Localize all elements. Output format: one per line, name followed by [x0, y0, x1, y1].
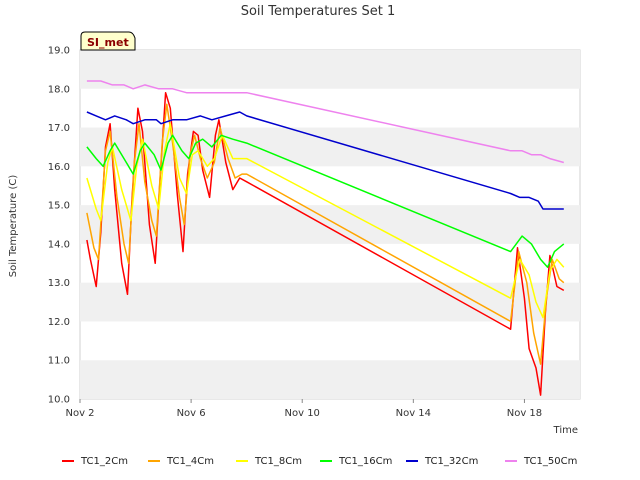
legend-label: TC1_2Cm	[80, 456, 128, 467]
grid-band	[80, 127, 580, 167]
series-line-tc1-50cm	[86, 80, 565, 164]
grid-band	[80, 205, 580, 244]
series-line-tc1-8cm	[86, 122, 565, 319]
y-axis-title: Soil Temperature (C)	[8, 175, 19, 278]
x-tick-label: Nov 14	[396, 408, 431, 419]
legend-label: TC1_50Cm	[523, 456, 577, 467]
legend-item: TC1_50Cm	[505, 456, 577, 467]
y-tick-label: 10.0	[48, 395, 70, 406]
x-axis-title: Time	[553, 425, 578, 436]
legend-label: TC1_4Cm	[166, 456, 214, 467]
y-axis-ticks: 10.0 11.0 12.0 13.0 14.0 15.0 16.0 17.0 18.0 19.0	[48, 46, 70, 406]
legend-item: TC1_8Cm	[236, 456, 302, 467]
grid-band	[80, 360, 580, 399]
chart-title: Soil Temperatures Set 1	[241, 4, 396, 19]
y-tick-label: 19.0	[48, 46, 70, 57]
legend-label: TC1_16Cm	[338, 456, 392, 467]
x-tick-label: Nov 2	[65, 408, 94, 419]
x-tick-label: Nov 6	[177, 408, 206, 419]
legend-item: TC1_4Cm	[148, 456, 214, 467]
legend-item: TC1_2Cm	[62, 456, 128, 467]
x-axis-ticks: Nov 2 Nov 6 Nov 10 Nov 14 Nov 18	[65, 399, 542, 419]
y-tick-label: 16.0	[48, 162, 70, 173]
site-badge-label: SI_met	[87, 36, 129, 49]
y-tick-label: 15.0	[48, 201, 70, 212]
y-tick-label: 12.0	[48, 317, 70, 328]
legend-label: TC1_8Cm	[254, 456, 302, 467]
series-line-tc1-32cm	[86, 111, 564, 210]
x-tick-label: Nov 10	[285, 408, 320, 419]
series-line-tc1-16cm	[86, 134, 565, 268]
y-tick-label: 13.0	[48, 278, 70, 289]
legend: TC1_2Cm TC1_4Cm TC1_8Cm TC1_16Cm TC1_32Cm TC1…	[62, 456, 577, 467]
legend-item: TC1_32Cm	[406, 456, 478, 467]
y-tick-label: 18.0	[48, 84, 70, 95]
legend-item: TC1_16Cm	[320, 456, 392, 467]
series-lines	[86, 80, 565, 396]
y-tick-label: 17.0	[48, 123, 70, 134]
y-tick-label: 11.0	[48, 356, 70, 367]
x-tick-label: Nov 18	[507, 408, 542, 419]
grid-band	[80, 282, 580, 322]
site-badge: SI_met	[80, 31, 136, 51]
legend-label: TC1_32Cm	[424, 456, 478, 467]
grid-band	[80, 50, 580, 89]
y-tick-label: 14.0	[48, 239, 70, 250]
